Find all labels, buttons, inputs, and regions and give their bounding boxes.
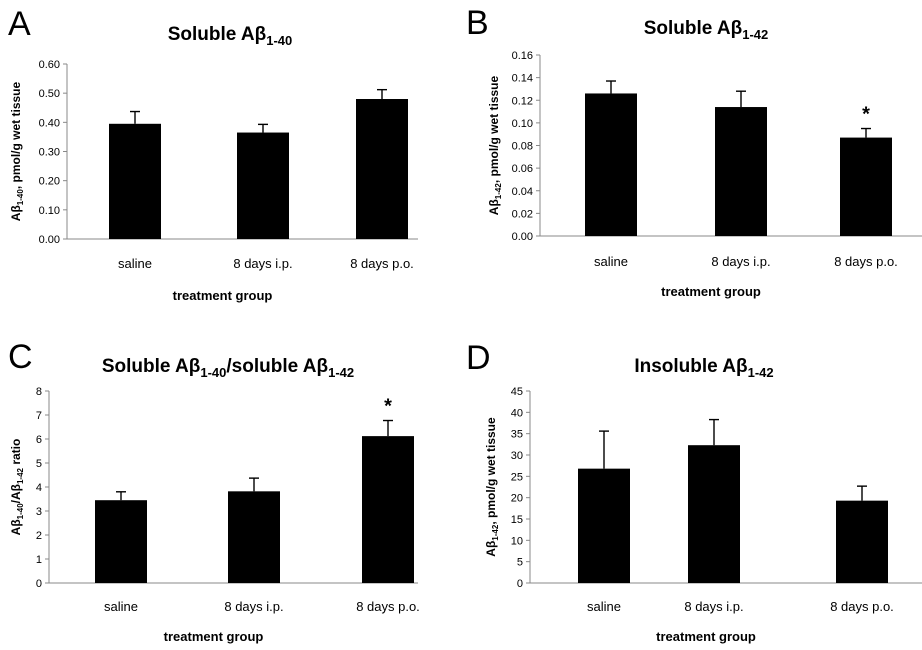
y-tick-label: 0 — [36, 578, 42, 590]
y-tick-label: 6 — [36, 434, 42, 446]
chart-panel-a: A Soluble Aβ1-40 0.00 0.10 0.20 0.30 0.40 0.50 0… — [8, 5, 418, 303]
bar — [237, 132, 289, 239]
y-tick-label: 0.00 — [512, 231, 533, 243]
y-tick-label: 15 — [511, 514, 523, 526]
x-category-label: 8 days i.p. — [224, 599, 283, 614]
y-tick-label: 0.10 — [39, 205, 60, 217]
y-tick-label: 35 — [511, 429, 523, 441]
y-tick-label: 0.30 — [39, 147, 60, 159]
y-axis-label: Aβ1-40/Aβ1-42 ratio — [9, 439, 25, 536]
y-tick-label: 0.08 — [512, 141, 533, 153]
bar — [840, 137, 892, 236]
panel-letter: B — [466, 4, 489, 42]
y-tick-label: 30 — [511, 450, 523, 462]
panel-letter: A — [8, 5, 31, 43]
x-category-label: saline — [104, 599, 138, 614]
y-tick-label: 0.12 — [512, 95, 533, 107]
x-category-label: saline — [118, 256, 152, 271]
panel-letter: C — [8, 338, 33, 376]
y-tick-label: 7 — [36, 410, 42, 422]
chart-title: Insoluble Aβ1-42 — [634, 356, 773, 380]
x-axis-label: treatment group — [661, 284, 761, 299]
y-tick-label: 0.40 — [39, 117, 60, 129]
chart-title: Soluble Aβ1-40/soluble Aβ1-42 — [102, 356, 354, 380]
y-tick-label: 0.16 — [512, 50, 533, 62]
y-tick-label: 1 — [36, 554, 42, 566]
x-category-label: 8 days i.p. — [233, 256, 292, 271]
x-category-label: saline — [594, 254, 628, 269]
panel-letter: D — [466, 339, 491, 377]
bar — [578, 468, 630, 583]
x-category-label: 8 days i.p. — [684, 599, 743, 614]
bar — [362, 436, 414, 583]
significance-marker: * — [862, 104, 870, 126]
bar — [715, 107, 767, 236]
x-category-label: saline — [587, 599, 621, 614]
bar — [109, 123, 161, 239]
y-tick-label: 45 — [511, 386, 523, 398]
x-category-label: 8 days p.o. — [834, 254, 898, 269]
bar — [836, 500, 888, 583]
x-category-label: 8 days p.o. — [830, 599, 894, 614]
bar — [95, 500, 147, 583]
y-tick-label: 0 — [517, 578, 523, 590]
x-category-label: 8 days i.p. — [711, 254, 770, 269]
bar — [228, 491, 280, 583]
x-category-label: 8 days p.o. — [350, 256, 414, 271]
y-tick-label: 3 — [36, 506, 42, 518]
x-axis-label: treatment group — [173, 288, 273, 303]
y-tick-label: 10 — [511, 535, 523, 547]
y-tick-label: 0.00 — [39, 234, 60, 246]
chart-panel-c: C Soluble Aβ1-40/soluble Aβ1-42 0 1 2 3 4 5 6 7 8 s… — [8, 338, 420, 644]
y-tick-label: 40 — [511, 407, 523, 419]
chart-title: Soluble Aβ1-40 — [168, 24, 293, 48]
y-tick-label: 0.10 — [512, 118, 533, 130]
y-tick-label: 4 — [36, 482, 42, 494]
y-tick-label: 0.20 — [39, 176, 60, 188]
y-tick-label: 0.02 — [512, 208, 533, 220]
y-tick-label: 0.06 — [512, 163, 533, 175]
y-tick-label: 20 — [511, 493, 523, 505]
chart-title: Soluble Aβ1-42 — [644, 18, 769, 42]
y-tick-label: 2 — [36, 530, 42, 542]
y-tick-label: 5 — [36, 458, 42, 470]
y-tick-label: 0.04 — [512, 186, 533, 198]
x-category-label: 8 days p.o. — [356, 599, 420, 614]
y-tick-label: 0.50 — [39, 88, 60, 100]
y-axis-label: Aβ1-42, pmol/g wet tissue — [484, 417, 500, 557]
y-tick-label: 25 — [511, 471, 523, 483]
x-axis-label: treatment group — [656, 629, 756, 644]
bar — [356, 99, 408, 239]
y-axis-label: Aβ1-40, pmol/g wet tissue — [9, 81, 25, 221]
y-axis-label: Aβ1-42, pmol/g wet tissue — [487, 75, 503, 215]
y-tick-label: 0.14 — [512, 73, 533, 85]
chart-panel-b: B Soluble Aβ1-42 0.00 0.02 0.04 0.06 0.08 0.10 0… — [466, 4, 922, 299]
bar — [688, 445, 740, 583]
x-axis-label: treatment group — [164, 629, 264, 644]
significance-marker: * — [384, 396, 392, 418]
y-tick-label: 0.60 — [39, 59, 60, 71]
y-tick-label: 5 — [517, 557, 523, 569]
y-tick-label: 8 — [36, 386, 42, 398]
bar — [585, 93, 637, 237]
chart-panel-d: D Insoluble Aβ1-42 0 5 10 15 20 25 30 35 40 45 salin… — [466, 339, 922, 644]
